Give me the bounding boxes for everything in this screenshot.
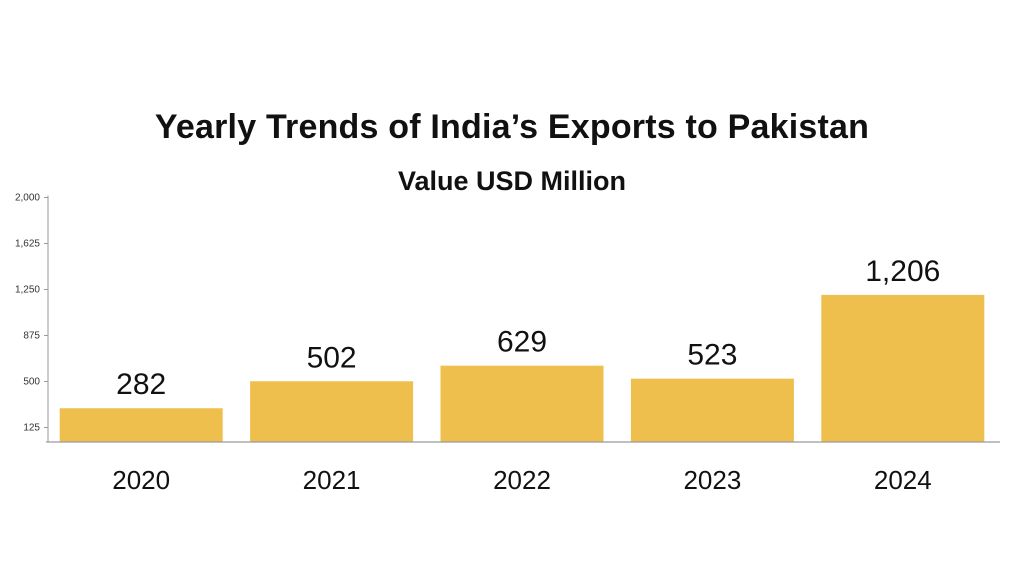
x-tick-label-2020: 2020 [112, 465, 170, 495]
bar-2021 [250, 381, 414, 442]
bar-2023 [630, 378, 794, 442]
bar-2022 [440, 365, 604, 442]
data-label-2021: 502 [307, 341, 357, 374]
y-tick-label: 1,250 [15, 285, 40, 296]
bar-2020 [59, 408, 223, 442]
x-tick-label-2021: 2021 [303, 465, 361, 495]
x-tick-label-2024: 2024 [874, 465, 932, 495]
bar-2024 [821, 294, 985, 442]
data-label-2022: 629 [497, 326, 547, 359]
y-tick-label: 1,625 [15, 239, 40, 250]
data-label-2024: 1,206 [865, 255, 940, 288]
y-tick-label: 875 [23, 331, 40, 342]
data-label-2023: 523 [687, 339, 737, 372]
chart-subtitle: Value USD Million [397, 166, 627, 196]
x-tick-label-2022: 2022 [493, 465, 551, 495]
chart-title: Yearly Trends of India’s Exports to Paki… [154, 108, 870, 146]
y-tick-label: 500 [23, 377, 40, 388]
y-tick-label: 2,000 [15, 193, 40, 204]
x-tick-label-2023: 2023 [683, 465, 741, 495]
y-tick-label: 125 [23, 423, 40, 434]
data-label-2020: 282 [116, 368, 166, 401]
